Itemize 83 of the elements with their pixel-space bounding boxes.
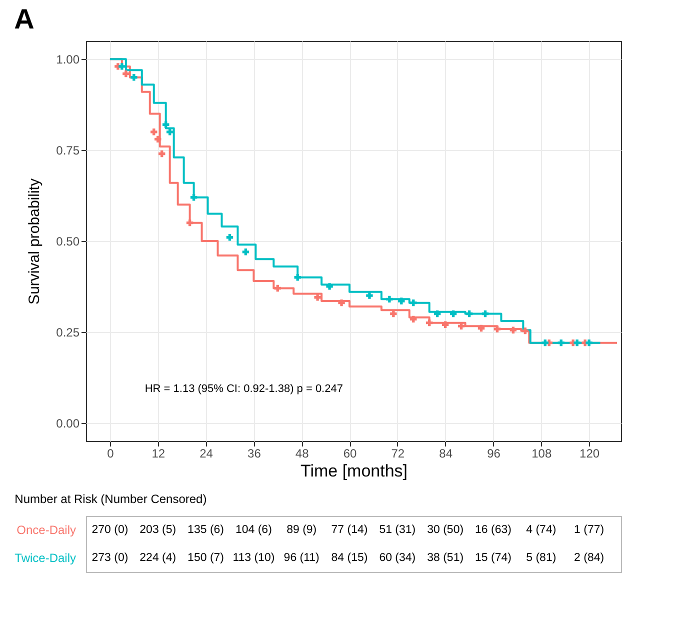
point bbox=[186, 219, 194, 226]
y-tick-label: 0.00 bbox=[56, 416, 80, 430]
point bbox=[242, 248, 250, 256]
point bbox=[326, 283, 333, 290]
point bbox=[522, 327, 529, 334]
text: 84 (15) bbox=[331, 552, 368, 564]
text: 51 (31) bbox=[379, 524, 416, 536]
point bbox=[314, 294, 321, 301]
chart-title: A bbox=[14, 4, 34, 34]
point bbox=[166, 128, 174, 136]
text: 4 (74) bbox=[526, 524, 556, 536]
point bbox=[494, 326, 501, 332]
text: 135 (6) bbox=[188, 524, 224, 536]
text: 273 (0) bbox=[92, 552, 128, 564]
x-axis-title: Time [months] bbox=[300, 462, 408, 480]
x-tick-label: 48 bbox=[295, 446, 310, 460]
point bbox=[190, 194, 198, 201]
point bbox=[434, 310, 441, 318]
x-tick-label: 72 bbox=[391, 446, 405, 460]
x-tick-label: 60 bbox=[343, 446, 357, 460]
point bbox=[150, 128, 158, 136]
point bbox=[118, 63, 126, 70]
text: Once-Daily bbox=[16, 523, 76, 537]
point bbox=[154, 136, 162, 143]
point bbox=[558, 339, 564, 346]
x-tick-label: 108 bbox=[532, 446, 552, 460]
text: Twice-Daily bbox=[14, 551, 76, 565]
point bbox=[294, 274, 301, 281]
point bbox=[398, 298, 405, 304]
x-tick-label: 120 bbox=[580, 446, 600, 460]
text: 16 (63) bbox=[475, 524, 512, 536]
x-tick-label: 96 bbox=[487, 446, 501, 460]
text: 224 (4) bbox=[140, 552, 176, 564]
text: 1 (77) bbox=[574, 524, 604, 536]
text: 203 (5) bbox=[140, 524, 176, 536]
text: 104 (6) bbox=[235, 524, 272, 536]
point bbox=[410, 316, 417, 323]
point bbox=[426, 319, 433, 326]
point bbox=[122, 70, 130, 78]
annotation: HR = 1.13 (95% CI: 0.92-1.38) p = 0.247 bbox=[144, 383, 343, 395]
point bbox=[158, 150, 166, 158]
y-axis-title: Survival probability bbox=[26, 178, 44, 304]
text: 270 (0) bbox=[92, 524, 128, 536]
point bbox=[130, 74, 138, 81]
point bbox=[162, 121, 170, 128]
y-tick-label: 0.25 bbox=[56, 325, 80, 340]
x-tick-label: 24 bbox=[200, 446, 214, 460]
text: 113 (10) bbox=[232, 552, 275, 564]
text: 2 (84) bbox=[574, 552, 604, 564]
text: 77 (14) bbox=[331, 524, 368, 536]
point bbox=[458, 322, 465, 330]
x-tick-label: 12 bbox=[152, 446, 166, 460]
text: 60 (34) bbox=[379, 552, 416, 564]
point bbox=[226, 234, 234, 241]
point bbox=[510, 326, 517, 334]
point bbox=[586, 339, 592, 346]
point bbox=[386, 296, 393, 303]
text: 150 (7) bbox=[188, 552, 224, 564]
x-tick-label: 84 bbox=[439, 446, 453, 460]
text: 15 (74) bbox=[475, 552, 512, 564]
point bbox=[574, 339, 580, 346]
point bbox=[482, 310, 489, 318]
x-tick-label: 0 bbox=[107, 446, 114, 460]
point bbox=[366, 292, 373, 299]
y-tick-label: 0.75 bbox=[56, 144, 80, 158]
text: 89 (9) bbox=[286, 524, 317, 536]
point bbox=[450, 310, 457, 318]
point bbox=[542, 339, 548, 346]
x-tick-label: 36 bbox=[248, 446, 262, 460]
point bbox=[478, 324, 485, 332]
point bbox=[410, 299, 417, 306]
text: 5 (81) bbox=[526, 552, 556, 564]
text: 96 (11) bbox=[284, 552, 320, 564]
y-tick-label: 1.00 bbox=[56, 52, 80, 67]
text: 38 (51) bbox=[427, 552, 464, 564]
point bbox=[442, 321, 449, 328]
point bbox=[338, 299, 345, 306]
y-tick-label: 0.50 bbox=[56, 234, 80, 248]
text: 30 (50) bbox=[427, 524, 464, 536]
text: Number at Risk (Number Censored) bbox=[14, 492, 207, 506]
point bbox=[466, 310, 473, 318]
point bbox=[274, 284, 281, 292]
point bbox=[390, 310, 397, 318]
